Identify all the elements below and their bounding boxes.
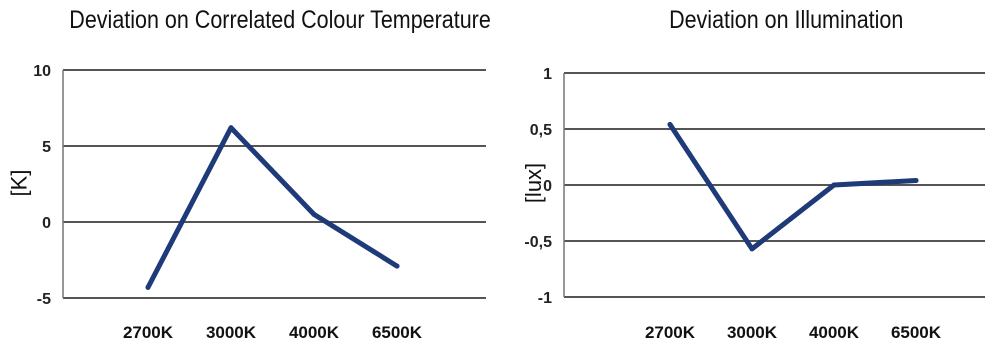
series-line: [145, 125, 400, 290]
data-point: [749, 246, 755, 252]
y-tick-label: -1: [538, 290, 552, 307]
chart-illumination: Deviation on Illumination [lux] 1 0,5 0 -0,…: [500, 0, 992, 344]
x-tick-label: 4000K: [289, 323, 340, 342]
chart-cct: Deviation on Correlated Colour Temperatu…: [6, 6, 491, 342]
y-tick-label: 0: [42, 215, 51, 232]
x-tick-label: 6500K: [372, 323, 423, 342]
chart-title-cct: Deviation on Correlated Colour Temperatu…: [69, 6, 491, 34]
x-tick-label: 2700K: [123, 323, 174, 342]
data-point: [831, 182, 837, 188]
chart-title-illumination: Deviation on Illumination: [669, 6, 904, 34]
data-point: [145, 284, 151, 290]
x-tick-label: 3000K: [206, 323, 257, 342]
data-point: [913, 178, 919, 184]
x-tick-label: 2700K: [645, 323, 696, 342]
data-point: [228, 125, 234, 131]
y-tick-label: -5: [37, 291, 51, 308]
y-tick-label: 0: [543, 178, 552, 195]
data-point: [394, 263, 400, 269]
plot-area-cct: 10 5 0 -5 2700K 3000K 4000K 6500K: [33, 63, 486, 342]
x-tick-label: 6500K: [891, 323, 942, 342]
y-tick-label: 5: [42, 139, 51, 156]
y-tick-label: 10: [33, 63, 51, 80]
y-tick-label: 0,5: [530, 122, 552, 139]
x-tick-label: 4000K: [809, 323, 860, 342]
y-tick-label: 1: [543, 66, 552, 83]
y-tick-label: -0,5: [524, 234, 552, 251]
series-line: [667, 122, 919, 252]
data-point: [667, 122, 673, 128]
data-point: [311, 211, 317, 217]
plot-area-illumination: 1 0,5 0 -0,5 -1 2700K 3000K 4000K 6500K: [524, 66, 985, 342]
x-tick-label: 3000K: [727, 323, 778, 342]
